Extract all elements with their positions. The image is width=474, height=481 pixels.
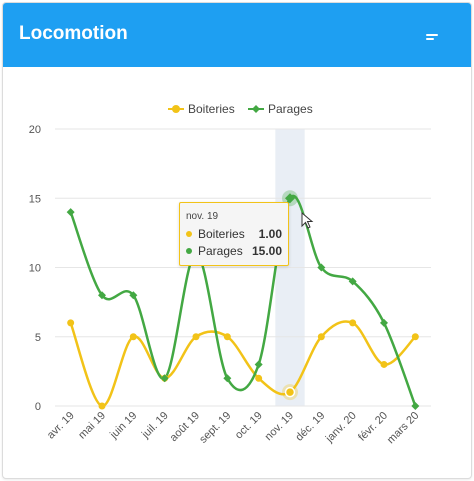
y-tick-label: 20	[29, 124, 41, 136]
y-tick-label: 15	[29, 193, 41, 205]
data-point-boiteries	[284, 386, 296, 398]
data-point-boiteries	[192, 333, 200, 341]
x-tick-label: juin 19	[107, 410, 139, 442]
data-point-parages	[254, 360, 263, 369]
data-point-boiteries	[411, 333, 419, 341]
data-point-parages	[285, 193, 295, 204]
data-point-parages	[317, 263, 326, 272]
data-point-boiteries	[98, 402, 106, 410]
legend-marker-icon	[252, 105, 260, 113]
tooltip-value: 15.00	[251, 244, 282, 258]
x-tick-label: oct. 19	[233, 410, 265, 442]
legend-label: Parages	[268, 102, 313, 116]
legend-label: Boiteries	[188, 102, 235, 116]
data-point-boiteries	[317, 333, 325, 341]
menu-icon	[426, 34, 438, 36]
page-title: Locomotion	[19, 23, 128, 44]
series-line-boiteries	[69, 320, 417, 408]
y-tick-label: 0	[35, 401, 41, 413]
x-tick-label: mars 20	[385, 410, 422, 447]
x-tick-label: janv. 20	[323, 410, 359, 446]
legend-marker-icon	[172, 105, 180, 113]
data-point-parages	[380, 318, 388, 327]
data-point-parages	[98, 291, 106, 300]
tooltip-row-boiteries: Boiteries 1.00	[186, 227, 282, 241]
x-tick-label: août 19	[168, 410, 202, 444]
data-point-boiteries	[129, 333, 137, 341]
tooltip-label: Parages	[198, 244, 243, 258]
mouse-cursor-icon	[301, 212, 314, 229]
data-point-boiteries	[380, 360, 388, 368]
data-point-parages	[348, 277, 357, 286]
x-tick-label: avr. 19	[45, 410, 77, 442]
line-chart[interactable]: 0 5 10 15 20 avr. 19 mai 19 juin 19 juil. 19août…	[3, 3, 471, 478]
data-point-parages	[223, 374, 232, 383]
tooltip-value: 1.00	[258, 227, 282, 241]
x-tick-label: juil. 19	[139, 410, 171, 442]
parages-dot-icon	[186, 248, 192, 254]
x-tick-label: mai 19	[76, 410, 108, 442]
tooltip-row-parages: Parages 15.00	[186, 244, 282, 258]
x-tick-label: nov. 19	[263, 410, 296, 443]
card-header: Locomotion	[3, 3, 471, 67]
data-point-boiteries	[349, 319, 357, 327]
menu-button[interactable]	[417, 23, 445, 51]
y-tick-label: 5	[35, 332, 41, 344]
data-point-boiteries	[67, 319, 75, 327]
tooltip: nov. 19 Boiteries 1.00 Parages 15.00	[179, 202, 289, 266]
tooltip-header: nov. 19	[186, 211, 219, 222]
data-point-parages	[66, 208, 75, 217]
data-point-boiteries	[223, 333, 231, 341]
data-point-parages	[160, 374, 169, 383]
x-tick-label: déc. 19	[293, 410, 327, 444]
boiteries-dot-icon	[186, 231, 192, 237]
data-point-parages	[129, 291, 138, 300]
y-tick-label: 10	[29, 263, 41, 275]
tooltip-label: Boiteries	[198, 227, 245, 241]
data-point-parages	[411, 402, 420, 410]
x-tick-label: sept. 19	[197, 410, 233, 446]
data-point-boiteries	[255, 374, 263, 382]
